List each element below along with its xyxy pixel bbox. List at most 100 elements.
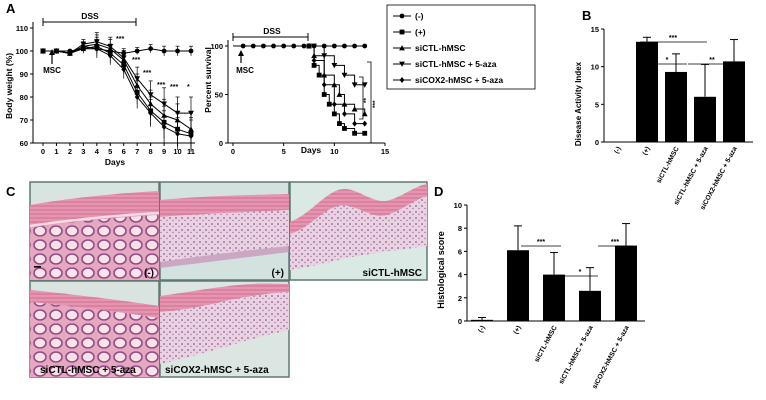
hist-y-tick-label: 6 [458, 247, 462, 256]
hist-significance: *** * *** [521, 239, 633, 277]
surv-point [321, 81, 327, 88]
surv-point [342, 110, 347, 117]
surv-y-tick-label: 50 [215, 91, 223, 100]
surv-point [311, 57, 317, 64]
surv-dss-label: DSS [263, 26, 281, 36]
bw-x-tick-label: 0 [41, 147, 45, 156]
bw-point [188, 48, 194, 54]
surv-point [306, 43, 312, 49]
surv-y-label: Percent survival [203, 47, 213, 113]
bw-dss-label: DSS [81, 11, 99, 21]
surv-point [331, 63, 338, 69]
surv-point [316, 72, 322, 78]
dai-category-label: (+) [642, 146, 652, 157]
bw-x-tick-label: 10 [173, 147, 181, 156]
hist-category-label: siCOX2-hMSC + 5-aza [592, 324, 631, 390]
bw-series [40, 32, 194, 153]
surv-point [351, 82, 358, 88]
bw-point [67, 50, 73, 57]
legend-label: siCOX2-hMSC + 5-aza [415, 75, 503, 85]
hist-y-tick-label: 0 [458, 317, 462, 326]
dai-y-tick-label: 5 [595, 100, 599, 109]
surv-x-label: Days [301, 145, 322, 155]
surv-point [331, 101, 337, 108]
surv-sig-outer: *** [372, 100, 379, 108]
bw-point [188, 133, 194, 140]
bw-point [161, 48, 167, 54]
bw-x-tick-label: 6 [122, 147, 126, 156]
bw-point [174, 110, 181, 116]
surv-point [342, 126, 347, 131]
legend-label: siCTL-hMSC + 5-aza [415, 59, 497, 69]
bw-sig-day11: * [187, 84, 190, 91]
bw-point [121, 66, 127, 73]
hist-sig-1: *** [537, 239, 545, 246]
surv-point [352, 120, 357, 127]
bw-x-tick-label: 3 [81, 147, 85, 156]
bw-point [94, 45, 100, 52]
bw-series-line [43, 43, 192, 130]
surv-axes: 0 50 100 0 5 10 15 [210, 40, 389, 156]
legend-marker [399, 61, 405, 67]
bw-point [54, 48, 59, 54]
legend-label: (+) [415, 27, 426, 37]
surv-point [311, 63, 317, 68]
hist-bar [507, 250, 529, 321]
surv-msc-label: MSC [236, 66, 254, 75]
hist-bar [579, 290, 601, 321]
bw-y-tick-label: 70 [20, 116, 28, 125]
surv-sig-bracket-inner [359, 76, 364, 120]
panel-label-a: A [6, 1, 16, 16]
legend-box [386, 4, 536, 90]
bw-x-tick-label: 2 [68, 147, 72, 156]
bw-point [175, 48, 180, 54]
surv-point [337, 121, 342, 126]
surv-point [351, 106, 358, 112]
dai-bar [694, 96, 716, 142]
bw-point [40, 48, 46, 54]
surv-x-tick-label: 10 [330, 147, 338, 156]
surv-sig-bracket-outer [367, 61, 372, 144]
bw-sig-day7: *** [132, 57, 140, 64]
bw-x-label: Days [105, 157, 126, 167]
legend: (-) (+) siCTL-hMSC siCTL-hMSC + 5-aza siCOX2… [386, 4, 536, 90]
legend-marker [399, 77, 405, 83]
bw-series-line [43, 45, 192, 137]
surv-point [321, 53, 328, 59]
caption-sictl-5aza: siCTL-hMSC + 5-aza [40, 365, 136, 376]
caption-positive: (+) [272, 268, 285, 279]
hist-y-tick-label: 8 [458, 224, 462, 233]
dai-category-label: siCTL-hMSC [656, 146, 681, 185]
bw-point [134, 94, 140, 100]
hist-sig-3: *** [611, 239, 619, 246]
surv-x-tick-label: 5 [282, 147, 286, 156]
dai-y-label: Disease Activity Index [574, 61, 583, 146]
hist-category-label: (+) [513, 325, 523, 336]
bw-point [148, 46, 154, 52]
bw-point [188, 110, 194, 116]
dai-bar [607, 142, 629, 143]
surv-series [233, 43, 368, 136]
hist-category-label: siCTL-hMSC [534, 325, 559, 364]
surv-point [341, 72, 348, 78]
bw-point [107, 52, 113, 59]
body-weight-chart: Body weight (%) Days 60 70 80 90 100 110 0 1 2 3 4… [4, 11, 195, 167]
bw-point [161, 123, 167, 130]
bw-sig-day9: *** [157, 82, 165, 89]
bw-y-tick-label: 90 [20, 70, 28, 79]
dai-sig-3: ** [709, 57, 715, 64]
bw-x-tick-label: 7 [135, 147, 139, 156]
panel-label-c: C [6, 184, 16, 199]
histology-image-sicox2-5aza: siCOX2-hMSC + 5-aza [159, 280, 290, 378]
bw-point [134, 76, 141, 82]
dai-bar [636, 41, 658, 142]
bw-y-tick-label: 60 [20, 139, 28, 148]
hist-bar [471, 319, 493, 321]
survival-chart: Percent survival Days 0 50 100 0 5 10 15 DSS M… [203, 26, 389, 156]
bw-msc-label: MSC [43, 66, 61, 75]
histology-image-positive: (+) [159, 181, 290, 281]
histology-image-negative: (-) [29, 181, 160, 281]
